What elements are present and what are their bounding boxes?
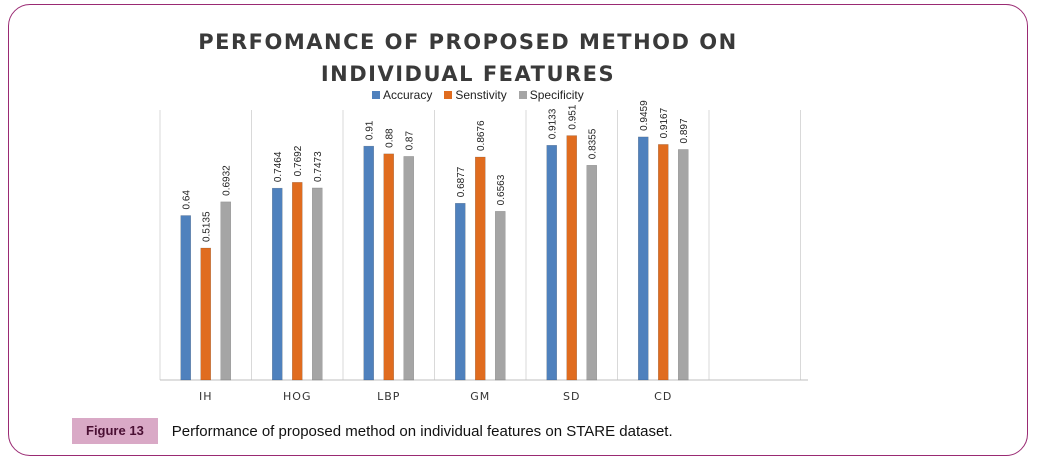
- figure-caption-text: Performance of proposed method on indivi…: [171, 422, 673, 440]
- x-tick-label-cd: CD: [654, 390, 672, 403]
- bar-accuracy-ih: [180, 215, 191, 381]
- figure-frame: [8, 4, 1028, 456]
- data-label-specificity-gm: 0.6563: [496, 174, 507, 205]
- data-label-specificity-hog: 0.7473: [313, 151, 324, 182]
- bar-senstivity-cd: [658, 144, 669, 381]
- bar-specificity-sd: [586, 165, 597, 381]
- legend-swatch-specificity: [518, 91, 527, 99]
- chart-title: PERFOMANCE OF PROPOSED METHOD ON INDIVID…: [160, 26, 776, 90]
- bar-senstivity-ih: [200, 247, 211, 381]
- x-tick-label-sd: SD: [563, 390, 580, 403]
- bar-senstivity-sd: [566, 135, 577, 381]
- data-label-senstivity-sd: 0.951: [568, 104, 579, 129]
- data-label-senstivity-lbp: 0.88: [385, 128, 396, 148]
- data-label-specificity-cd: 0.897: [679, 118, 690, 143]
- legend-label-specificity: Specificity: [529, 88, 584, 102]
- bar-senstivity-lbp: [383, 153, 394, 381]
- bar-specificity-hog: [312, 187, 323, 381]
- legend-swatch-senstivity: [444, 91, 453, 99]
- bar-accuracy-hog: [272, 187, 283, 381]
- chart-title-line-2: INDIVIDUAL FEATURES: [320, 62, 616, 86]
- data-label-accuracy-cd: 0.9459: [639, 100, 650, 131]
- bar-senstivity-gm: [475, 156, 486, 381]
- bar-specificity-cd: [678, 149, 689, 381]
- bar-accuracy-gm: [455, 203, 466, 381]
- data-label-accuracy-lbp: 0.91: [365, 120, 376, 140]
- legend-item-accuracy: Accuracy: [372, 88, 432, 102]
- data-label-accuracy-gm: 0.6877: [456, 166, 467, 197]
- data-label-specificity-ih: 0.6932: [222, 165, 233, 196]
- figure-caption: Figure 13 Performance of proposed method…: [72, 418, 673, 444]
- bar-senstivity-hog: [292, 182, 303, 381]
- data-label-senstivity-ih: 0.5135: [202, 211, 213, 242]
- bar-specificity-lbp: [403, 156, 414, 381]
- data-label-accuracy-hog: 0.7464: [273, 151, 284, 182]
- chart-title-line-1: PERFOMANCE OF PROPOSED METHOD ON: [198, 30, 738, 54]
- x-tick-label-hog: HOG: [283, 390, 311, 403]
- data-label-specificity-sd: 0.8355: [588, 128, 599, 159]
- legend-label-senstivity: Senstivity: [455, 88, 507, 102]
- data-label-senstivity-hog: 0.7692: [293, 145, 304, 176]
- bar-accuracy-cd: [638, 136, 649, 381]
- data-label-senstivity-cd: 0.9167: [659, 107, 670, 138]
- bar-specificity-gm: [495, 211, 506, 381]
- bar-specificity-ih: [220, 201, 231, 381]
- legend-swatch-accuracy: [372, 91, 380, 99]
- data-label-accuracy-ih: 0.64: [182, 190, 193, 210]
- x-tick-label-lbp: LBP: [377, 390, 400, 403]
- legend-item-specificity: Specificity: [518, 88, 584, 102]
- bar-accuracy-lbp: [363, 145, 374, 381]
- x-tick-label-ih: IH: [199, 390, 213, 403]
- data-label-accuracy-sd: 0.9133: [548, 108, 559, 139]
- legend-item-senstivity: Senstivity: [444, 88, 507, 102]
- figure-label: Figure 13: [72, 418, 158, 444]
- data-label-specificity-lbp: 0.87: [405, 131, 416, 151]
- chart-legend: Accuracy Senstivity Specificity: [372, 88, 584, 102]
- bar-accuracy-sd: [546, 145, 557, 381]
- x-tick-label-gm: GM: [470, 390, 490, 403]
- legend-label-accuracy: Accuracy: [383, 88, 433, 102]
- data-label-senstivity-gm: 0.8676: [476, 120, 487, 151]
